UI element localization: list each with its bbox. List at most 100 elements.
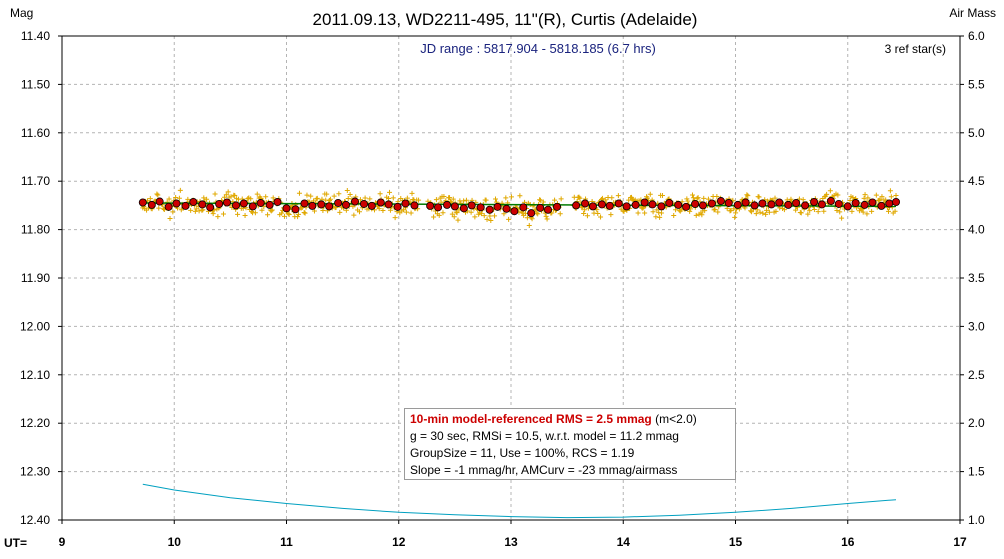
raw-point	[647, 191, 653, 197]
raw-point	[653, 214, 659, 220]
raw-point	[581, 211, 587, 217]
binned-point	[376, 198, 385, 207]
raw-point	[598, 214, 604, 220]
raw-point	[147, 196, 153, 202]
raw-point	[285, 211, 291, 217]
raw-point	[268, 208, 274, 214]
binned-point	[826, 197, 835, 206]
raw-point	[877, 196, 883, 202]
x-tick-label: 15	[729, 535, 743, 549]
raw-point	[879, 194, 885, 200]
raw-point	[463, 197, 469, 203]
binned-point	[784, 200, 793, 209]
raw-point	[279, 210, 285, 216]
raw-point	[582, 207, 588, 213]
raw-point	[847, 197, 853, 203]
raw-point	[367, 196, 373, 202]
raw-point	[196, 208, 202, 214]
binned-point	[648, 200, 657, 209]
raw-point	[526, 222, 532, 228]
raw-point	[635, 210, 641, 216]
raw-point	[192, 208, 198, 214]
binned-point	[877, 201, 886, 210]
raw-point	[781, 207, 787, 213]
binned-point	[231, 201, 240, 210]
raw-point	[223, 192, 229, 198]
binned-point	[553, 202, 562, 211]
x-tick-label: 16	[841, 535, 855, 549]
binned-point	[434, 203, 443, 212]
binned-point	[256, 198, 265, 207]
stats-rms-label: 10-min model-referenced RMS = 2.5 mmag	[410, 412, 652, 426]
binned-point	[350, 197, 359, 206]
raw-point	[839, 215, 845, 221]
raw-point	[472, 214, 478, 220]
binned-point	[467, 201, 476, 210]
raw-point	[626, 197, 632, 203]
y-tick-label: 12.40	[20, 513, 50, 527]
binned-point	[536, 203, 545, 212]
binned-point	[384, 200, 393, 209]
raw-point	[640, 205, 646, 211]
raw-point	[436, 212, 442, 218]
raw-point	[235, 211, 241, 217]
y2-tick-label: 3.5	[968, 271, 985, 285]
stats-line-2: g = 30 sec, RMSi = 10.5, w.r.t. model = …	[410, 429, 679, 443]
raw-point	[362, 195, 368, 201]
y2-tick-label: 4.5	[968, 174, 985, 188]
binned-point	[631, 200, 640, 209]
raw-point	[324, 191, 330, 197]
binned-point	[801, 201, 810, 210]
raw-point	[409, 190, 415, 196]
raw-point	[331, 193, 337, 199]
binned-point	[502, 204, 511, 213]
raw-point	[745, 193, 751, 199]
raw-point	[232, 193, 238, 199]
y2-tick-label: 2.5	[968, 368, 985, 382]
binned-point	[164, 202, 173, 211]
stats-line-3: GroupSize = 11, Use = 100%, RCS = 1.19	[410, 446, 635, 460]
stats-rms-line: 10-min model-referenced RMS = 2.5 mmag (…	[410, 411, 730, 428]
raw-point	[404, 195, 410, 201]
raw-point	[447, 195, 453, 201]
raw-point	[501, 211, 507, 217]
raw-point	[642, 210, 648, 216]
binned-point	[426, 201, 435, 210]
binned-point	[189, 198, 198, 207]
raw-point	[481, 213, 487, 219]
raw-point	[893, 192, 899, 198]
raw-point	[403, 209, 409, 215]
binned-point	[265, 200, 274, 209]
raw-point	[584, 213, 590, 219]
raw-point	[558, 196, 564, 202]
binned-point	[476, 203, 485, 212]
raw-point	[733, 210, 739, 216]
stats-rms-suffix: (m<2.0)	[651, 412, 697, 426]
binned-point	[172, 199, 181, 208]
y2-tick-label: 5.5	[968, 77, 985, 91]
raw-point	[286, 211, 292, 217]
raw-point	[166, 196, 172, 202]
raw-point	[248, 196, 254, 202]
airmass-path	[142, 483, 897, 519]
raw-point	[650, 209, 656, 215]
raw-point	[815, 209, 821, 215]
x-tick-label: 12	[392, 535, 406, 549]
binned-point	[393, 202, 402, 211]
grid-lines	[58, 35, 964, 524]
raw-point	[408, 210, 414, 216]
binned-point	[657, 202, 666, 211]
binned-point	[581, 199, 590, 208]
raw-point	[356, 209, 362, 215]
binned-point	[597, 200, 606, 209]
raw-point	[621, 208, 627, 214]
raw-point	[377, 191, 383, 197]
raw-point	[154, 191, 160, 197]
raw-point	[228, 194, 234, 200]
raw-point	[450, 196, 456, 202]
stats-line-4: Slope = -1 mmag/hr, AMCurv = -23 mmag/ai…	[410, 463, 678, 477]
raw-point	[492, 213, 498, 219]
binned-point	[493, 202, 502, 211]
raw-point	[503, 195, 509, 201]
y2-tick-labels: 6.0 5.5 5.0 4.5 4.0 3.5 3.0 2.5 2.0 1.5 1.0	[968, 29, 985, 527]
